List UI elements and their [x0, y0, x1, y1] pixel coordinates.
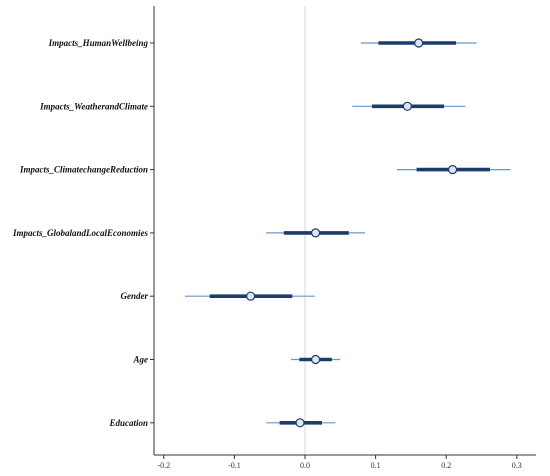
category-label: Impacts_GlobalandLocalEconomies: [12, 228, 148, 238]
category-label: Impacts_WeatherandClimate: [39, 101, 148, 111]
category-label: Impacts_HumanWellbeing: [48, 38, 149, 48]
marks-layer: [184, 38, 511, 428]
category-label: Gender: [121, 291, 149, 301]
x-tick-label: -0.2: [157, 461, 170, 470]
x-tick-label: 0.0: [300, 461, 310, 470]
category-label: Education: [108, 418, 148, 428]
point-estimate-marker: [295, 418, 305, 428]
point-estimate-marker: [447, 165, 458, 175]
point-estimate-marker: [310, 354, 321, 365]
point-estimate-marker: [246, 291, 256, 301]
x-tick-label: 0.1: [371, 461, 381, 470]
point-estimate-marker: [402, 101, 412, 111]
labels-layer: Impacts_HumanWellbeing Impacts_Weatherand…: [12, 38, 148, 428]
category-label: Impacts_ClimatechangeReduction: [19, 165, 148, 175]
category-label: Age: [133, 355, 149, 365]
x-tick-label: 0.3: [512, 461, 522, 470]
point-estimate-marker: [310, 228, 321, 238]
axes-layer: -0.2 -0.1 0.0 0.1 0.2 0.3: [150, 6, 536, 470]
point-estimate-marker: [414, 38, 424, 48]
x-tick-label: 0.2: [441, 461, 451, 470]
x-tick-label: -0.1: [228, 461, 241, 470]
